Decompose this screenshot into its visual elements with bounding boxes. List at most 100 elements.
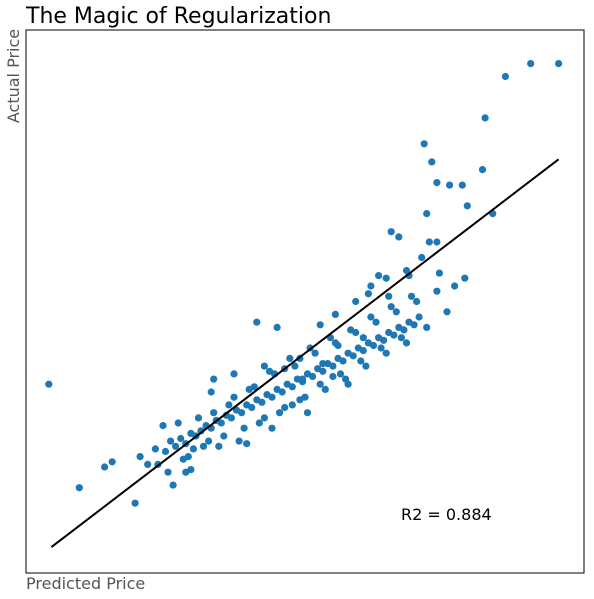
data-point [342,375,350,383]
data-point [151,445,159,453]
data-point [268,393,276,401]
data-point [227,414,235,422]
data-point [210,375,218,383]
data-point [397,334,405,342]
data-point [329,362,337,370]
data-point [207,388,215,396]
data-point [331,310,339,318]
y-axis-label: Actual Price [4,29,23,123]
data-point [316,380,324,388]
data-point [101,463,109,471]
data-point [347,326,355,334]
data-point [451,282,459,290]
data-point [392,308,400,316]
data-point [352,297,360,306]
data-point [281,403,289,412]
data-point [336,370,345,378]
data-point [174,419,182,427]
data-point [220,432,228,440]
data-point [167,437,175,445]
data-point [230,393,238,401]
data-point [481,114,489,122]
data-point [75,484,83,492]
data-point [400,326,408,334]
data-point [205,437,213,445]
data-point [463,202,471,210]
data-point [319,360,327,368]
data-point [288,401,296,409]
data-point [367,282,375,290]
data-point [291,362,299,370]
data-point [131,499,139,507]
data-point [210,409,218,417]
data-point [501,72,509,81]
data-point [362,362,370,370]
data-point [255,419,263,427]
data-point [478,166,487,174]
data-point [189,445,197,453]
data-point [164,468,172,476]
x-axis-label: Predicted Price [26,574,145,593]
data-point [380,336,388,344]
data-point [402,339,411,347]
data-point [390,331,398,339]
data-point [359,334,367,342]
data-point [199,442,208,450]
data-point [197,427,205,435]
data-point [230,370,238,378]
data-point [433,238,441,246]
data-point [309,372,317,381]
data-point [265,367,274,375]
data-point [215,442,223,450]
data-point [286,354,294,362]
data-point [235,437,243,445]
data-point [260,362,268,370]
data-point [377,344,385,352]
data-point [144,460,152,468]
data-point [194,414,203,422]
data-point [418,253,426,262]
data-point [303,409,312,417]
data-point [319,367,327,375]
data-point [321,385,329,393]
data-point [278,388,286,396]
data-point [407,292,416,300]
data-point [382,274,390,282]
data-point [359,347,367,355]
data-point [433,287,441,295]
data-point [298,378,307,386]
data-point [179,455,187,463]
data-point [260,414,268,422]
data-point [288,383,296,391]
data-point [435,269,443,277]
data-point [258,398,266,406]
data-point [420,140,428,148]
r2-annotation: R2 = 0.884 [401,505,492,524]
data-point [169,481,177,489]
data-point [387,303,395,311]
data-point [423,323,431,331]
data-point [395,233,403,241]
data-point [172,442,180,450]
data-point [339,357,347,365]
data-point [415,313,423,321]
data-point [243,440,251,448]
data-point [161,447,170,456]
data-point [217,419,225,427]
data-point [405,272,413,280]
data-point [555,60,563,68]
data-point [159,422,167,430]
data-point [433,179,441,187]
data-point [461,274,469,282]
data-point [296,396,304,404]
data-point [316,321,324,329]
data-point [413,297,421,306]
data-point [527,60,535,68]
data-point [367,313,375,321]
data-point [238,409,246,417]
data-point [45,380,53,388]
data-point [425,238,433,246]
data-point [311,349,319,357]
